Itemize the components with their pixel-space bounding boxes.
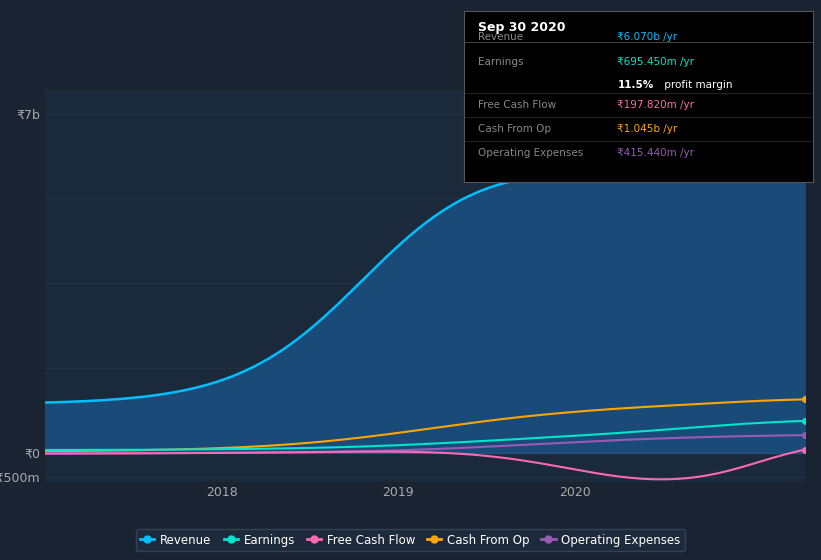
- Text: profit margin: profit margin: [661, 80, 732, 90]
- Text: Revenue: Revenue: [478, 32, 523, 41]
- Text: ₹6.070b /yr: ₹6.070b /yr: [617, 32, 677, 41]
- Text: Operating Expenses: Operating Expenses: [478, 148, 583, 158]
- Text: Cash From Op: Cash From Op: [478, 124, 551, 134]
- Legend: Revenue, Earnings, Free Cash Flow, Cash From Op, Operating Expenses: Revenue, Earnings, Free Cash Flow, Cash …: [135, 529, 686, 551]
- Text: Earnings: Earnings: [478, 57, 523, 67]
- Text: ₹695.450m /yr: ₹695.450m /yr: [617, 57, 695, 67]
- Text: Sep 30 2020: Sep 30 2020: [478, 21, 566, 35]
- Text: ₹197.820m /yr: ₹197.820m /yr: [617, 100, 695, 110]
- Text: ₹415.440m /yr: ₹415.440m /yr: [617, 148, 695, 158]
- Text: ₹1.045b /yr: ₹1.045b /yr: [617, 124, 677, 134]
- Text: 11.5%: 11.5%: [617, 80, 654, 90]
- Text: Free Cash Flow: Free Cash Flow: [478, 100, 556, 110]
